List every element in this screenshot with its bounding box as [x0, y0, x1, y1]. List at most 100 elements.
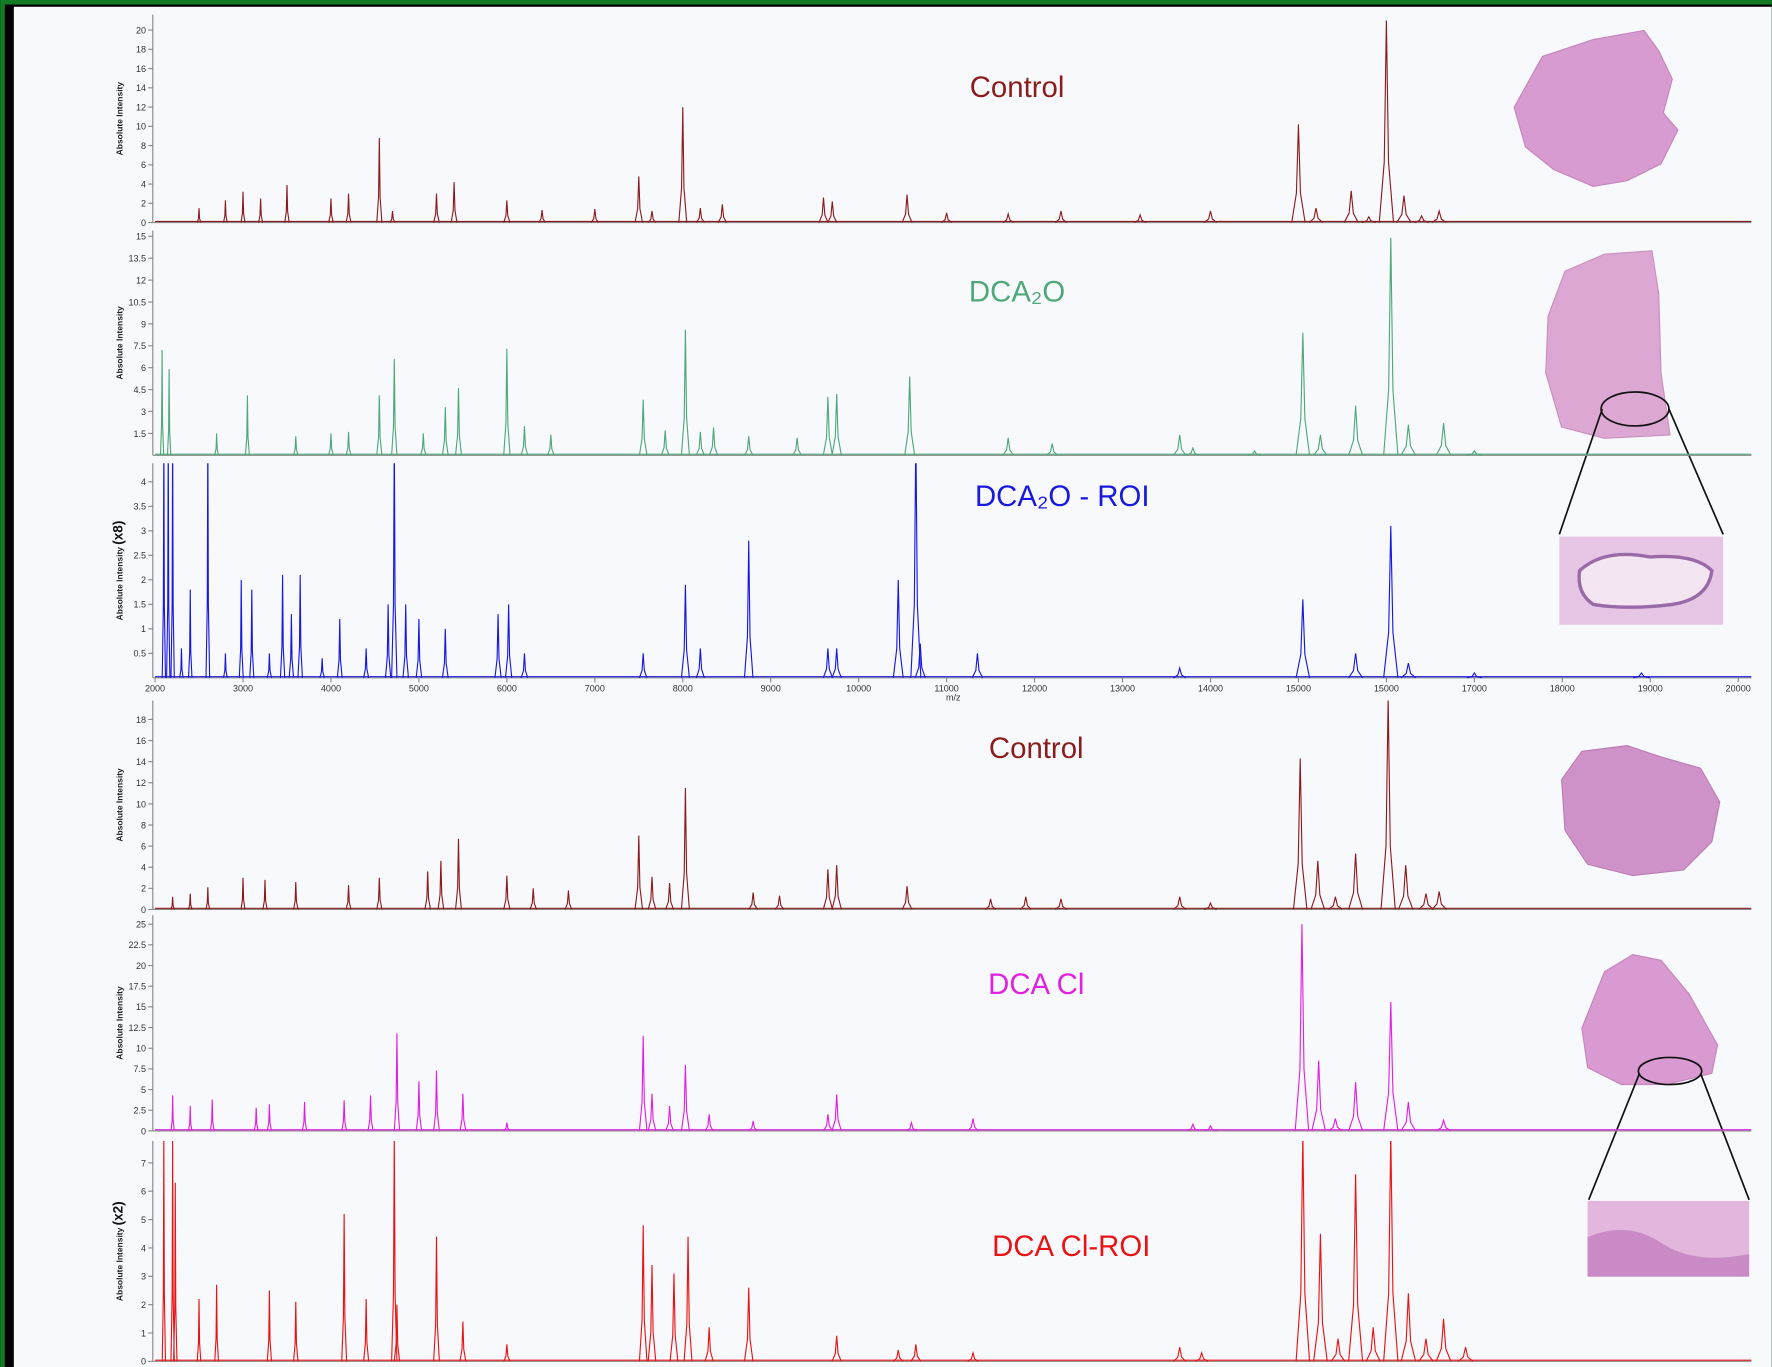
y-tick-label: 8	[141, 141, 146, 151]
y-axis-label-text: Absolute Intensity	[114, 306, 124, 380]
y-tick-label: 10	[136, 122, 146, 132]
y-tick-label: 4	[141, 477, 146, 487]
y-axis-label-text: Absolute Intensity	[114, 1227, 124, 1301]
y-tick-label: 18	[136, 45, 146, 55]
x-tick-label: 12000	[1022, 683, 1047, 693]
y-tick-label: 0	[141, 1357, 146, 1367]
panel-title: Control	[989, 732, 1084, 765]
x-tick-label: 13000	[1110, 683, 1135, 693]
figure: 02468101214161820Absolute IntensityContr…	[0, 0, 1772, 1367]
y-tick-label: 9	[141, 319, 146, 329]
y-tick-label: 14	[136, 83, 146, 93]
x-tick-label: 6000	[497, 683, 517, 693]
y-tick-label: 4	[141, 863, 146, 873]
y-tick-label: 12	[136, 275, 146, 285]
panel-title: DCA₂O - ROI	[975, 480, 1150, 513]
y-tick-label: 15	[136, 1002, 146, 1012]
y-axis-label-text: Absolute Intensity	[114, 547, 124, 621]
x-tick-label: 17000	[1462, 683, 1487, 693]
y-tick-label: 2.5	[133, 551, 146, 561]
y-axis-label-note: (x2)	[110, 1201, 125, 1225]
y-axis-label: Absolute Intensity	[114, 768, 124, 842]
panel-title: DCA₂O	[969, 276, 1065, 309]
roi-structure	[1579, 554, 1712, 607]
y-tick-label: 2	[141, 199, 146, 209]
y-tick-label: 12	[136, 102, 146, 112]
y-tick-label: 0	[141, 905, 146, 915]
background	[14, 7, 1772, 1367]
x-tick-label: 9000	[761, 683, 781, 693]
y-axis-label: Absolute Intensity	[114, 986, 124, 1060]
y-tick-label: 4.5	[133, 385, 146, 395]
y-tick-label: 7.5	[133, 341, 146, 351]
y-tick-label: 20	[136, 961, 146, 971]
y-axis-label: Absolute Intensity	[114, 306, 124, 380]
y-tick-label: 5	[141, 1085, 146, 1095]
y-tick-label: 2	[141, 884, 146, 894]
y-tick-label: 0	[141, 1126, 146, 1136]
x-tick-label: 20000	[1726, 683, 1751, 693]
panel-title: DCA Cl	[988, 968, 1084, 1001]
y-tick-label: 15	[136, 232, 146, 242]
x-tick-label: 15000	[1374, 683, 1399, 693]
y-tick-label: 5	[141, 1215, 146, 1225]
y-tick-label: 13.5	[128, 254, 146, 264]
y-tick-label: 6	[141, 842, 146, 852]
y-tick-label: 8	[141, 820, 146, 830]
y-tick-label: 17.5	[128, 982, 146, 992]
y-tick-label: 12	[136, 778, 146, 788]
y-tick-label: 1.5	[133, 600, 146, 610]
y-tick-label: 1	[141, 624, 146, 634]
y-tick-label: 7.5	[133, 1064, 146, 1074]
y-tick-label: 16	[136, 736, 146, 746]
x-tick-label: 15000	[1286, 683, 1311, 693]
x-axis-label: m/z	[946, 692, 961, 702]
y-axis-label-text: Absolute Intensity	[114, 82, 124, 156]
x-tick-label: 14000	[1198, 683, 1223, 693]
y-tick-label: 10	[136, 799, 146, 809]
page: 02468101214161820Absolute IntensityContr…	[0, 0, 1772, 1367]
x-tick-label: 10000	[846, 683, 871, 693]
y-tick-label: 2	[141, 1300, 146, 1310]
y-tick-label: 10	[136, 1044, 146, 1054]
y-tick-label: 1.5	[133, 429, 146, 439]
y-tick-label: 6	[141, 1187, 146, 1197]
panel-title: DCA Cl-ROI	[992, 1230, 1150, 1263]
y-tick-label: 7	[141, 1158, 146, 1168]
x-tick-label: 8000	[673, 683, 693, 693]
y-tick-label: 22.5	[128, 940, 146, 950]
y-tick-label: 10.5	[128, 297, 146, 307]
y-tick-label: 3	[141, 407, 146, 417]
y-tick-label: 0.5	[133, 649, 146, 659]
x-tick-label: 5000	[409, 683, 429, 693]
y-tick-label: 4	[141, 1243, 146, 1253]
y-tick-label: 16	[136, 64, 146, 74]
x-tick-label: 4000	[321, 683, 341, 693]
y-tick-label: 2.5	[133, 1106, 146, 1116]
y-tick-label: 14	[136, 757, 146, 767]
y-tick-label: 18	[136, 715, 146, 725]
y-tick-label: 0	[141, 218, 146, 228]
x-tick-label: 7000	[585, 683, 605, 693]
x-tick-label: 2000	[145, 683, 165, 693]
y-tick-label: 6	[141, 363, 146, 373]
panel-title: Control	[970, 71, 1065, 104]
tissue	[1546, 251, 1670, 439]
y-axis-label-text: Absolute Intensity	[114, 768, 124, 842]
y-tick-label: 4	[141, 179, 146, 189]
y-axis-label-text: Absolute Intensity	[114, 986, 124, 1060]
x-tick-label: 3000	[233, 683, 253, 693]
x-tick-label: 18000	[1550, 683, 1575, 693]
y-tick-label: 12.5	[128, 1023, 146, 1033]
y-tick-label: 3.5	[133, 502, 146, 512]
y-tick-label: 6	[141, 160, 146, 170]
y-tick-label: 25	[136, 920, 146, 930]
x-tick-label: 19000	[1638, 683, 1663, 693]
y-axis-label-note: (x8)	[110, 521, 125, 545]
y-tick-label: 2	[141, 575, 146, 585]
y-axis-label: Absolute Intensity	[114, 82, 124, 156]
y-tick-label: 3	[141, 1272, 146, 1282]
y-tick-label: 3	[141, 526, 146, 536]
y-tick-label: 20	[136, 25, 146, 35]
y-tick-label: 1	[141, 1328, 146, 1338]
